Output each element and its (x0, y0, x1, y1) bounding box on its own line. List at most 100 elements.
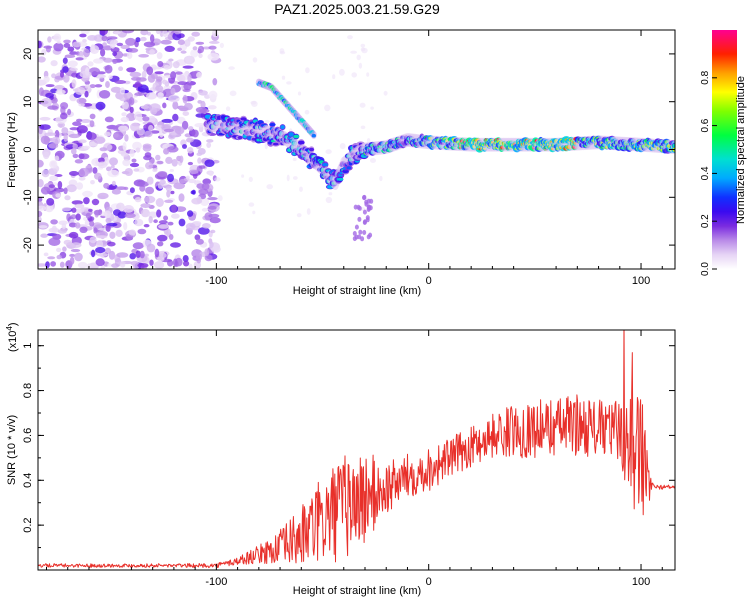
noise-blob (89, 84, 96, 89)
noise-blob (143, 195, 156, 204)
noise-blob (50, 60, 58, 67)
noise-blob (252, 210, 256, 215)
noise-blob (164, 199, 174, 203)
noise-blob (211, 30, 219, 38)
ridge-tail (362, 230, 367, 235)
noise-blob (160, 39, 172, 45)
noise-blob (196, 152, 203, 156)
noise-blob (172, 258, 178, 267)
noise-blob (325, 149, 332, 155)
noise-blob (113, 30, 121, 35)
noise-blob (95, 235, 108, 239)
noise-blob (55, 89, 66, 95)
snr-ticks: -100 0 100 0.2 0.4 0.6 0.8 1 (22, 330, 675, 588)
noise-blob (152, 168, 158, 173)
noise-blob (170, 190, 175, 195)
noise-blob (59, 261, 65, 268)
colorbar-label: Normalized spectral amplitude (735, 76, 747, 224)
noise-blob (153, 261, 165, 269)
noise-blob (76, 125, 88, 134)
noise-blob (48, 237, 61, 246)
svg-text:(x104): (x104) (5, 322, 19, 352)
x-tick-label: -100 (205, 275, 227, 287)
noise-blob (69, 253, 76, 257)
colorbar-tick-label: 0.4 (700, 166, 711, 180)
noise-blob (112, 59, 118, 64)
noise-blob (56, 40, 61, 44)
noise-blob (95, 258, 105, 267)
noise-blob (105, 217, 112, 224)
noise-blob (129, 71, 142, 78)
noise-blob (169, 169, 174, 172)
noise-blob (51, 225, 57, 233)
noise-blob (168, 58, 174, 62)
noise-blob (123, 186, 129, 191)
noise-blob (109, 157, 118, 166)
noise-blob (124, 168, 133, 176)
noise-blob (173, 182, 185, 190)
noise-blob (57, 229, 67, 234)
noise-blob (51, 136, 61, 145)
ridge-core (272, 142, 279, 146)
ridge-core (237, 135, 243, 140)
noise-blob (356, 54, 361, 61)
noise-blob (113, 209, 121, 217)
noise-blob (64, 54, 76, 58)
noise-blob (77, 261, 88, 269)
noise-blob (70, 214, 77, 220)
noise-blob (55, 193, 62, 198)
noise-blob (190, 49, 199, 58)
noise-blob (137, 263, 149, 268)
noise-blob (87, 61, 94, 67)
noise-blob (157, 61, 164, 68)
noise-blob (128, 48, 139, 53)
noise-blob (202, 178, 211, 185)
noise-blob (56, 254, 62, 260)
ridge-tail (363, 219, 367, 225)
noise-blob (89, 120, 95, 128)
noise-blob (91, 198, 100, 206)
noise-blob (72, 41, 81, 48)
noise-blob (38, 56, 46, 63)
noise-blob (196, 71, 202, 79)
noise-blob (148, 124, 154, 132)
noise-blob (168, 234, 174, 240)
noise-blob (286, 81, 292, 85)
noise-blob (54, 129, 60, 139)
noise-blob (370, 158, 376, 163)
noise-blob (165, 186, 172, 192)
noise-blob (186, 137, 194, 143)
noise-blob (163, 215, 169, 221)
noise-blob (79, 70, 92, 78)
ridge-core (293, 134, 300, 139)
noise-blob (264, 119, 270, 123)
noise-blob (129, 149, 135, 157)
noise-blob (195, 41, 205, 45)
noise-blob (136, 128, 145, 136)
noise-blob (107, 263, 112, 267)
noise-blob (158, 220, 168, 225)
noise-blob (61, 207, 72, 212)
noise-blob (209, 217, 221, 224)
ridge-tail (362, 209, 367, 215)
noise-blob (175, 71, 183, 75)
noise-blob (145, 186, 155, 195)
noise-blob (63, 74, 70, 83)
noise-blob (155, 198, 164, 207)
noise-blob (70, 248, 81, 253)
noise-blob (359, 102, 366, 108)
noise-blob (120, 44, 130, 50)
noise-blob (83, 145, 91, 150)
noise-blob (266, 184, 274, 190)
noise-blob (168, 94, 180, 103)
noise-blob (153, 219, 158, 224)
noise-blob (225, 106, 231, 111)
noise-blob (76, 97, 87, 105)
noise-blob (83, 48, 90, 58)
noise-blob (140, 208, 150, 218)
noise-blob (67, 46, 75, 52)
ridge-tail (358, 229, 363, 235)
noise-blob (46, 198, 55, 206)
noise-blob (38, 263, 48, 267)
